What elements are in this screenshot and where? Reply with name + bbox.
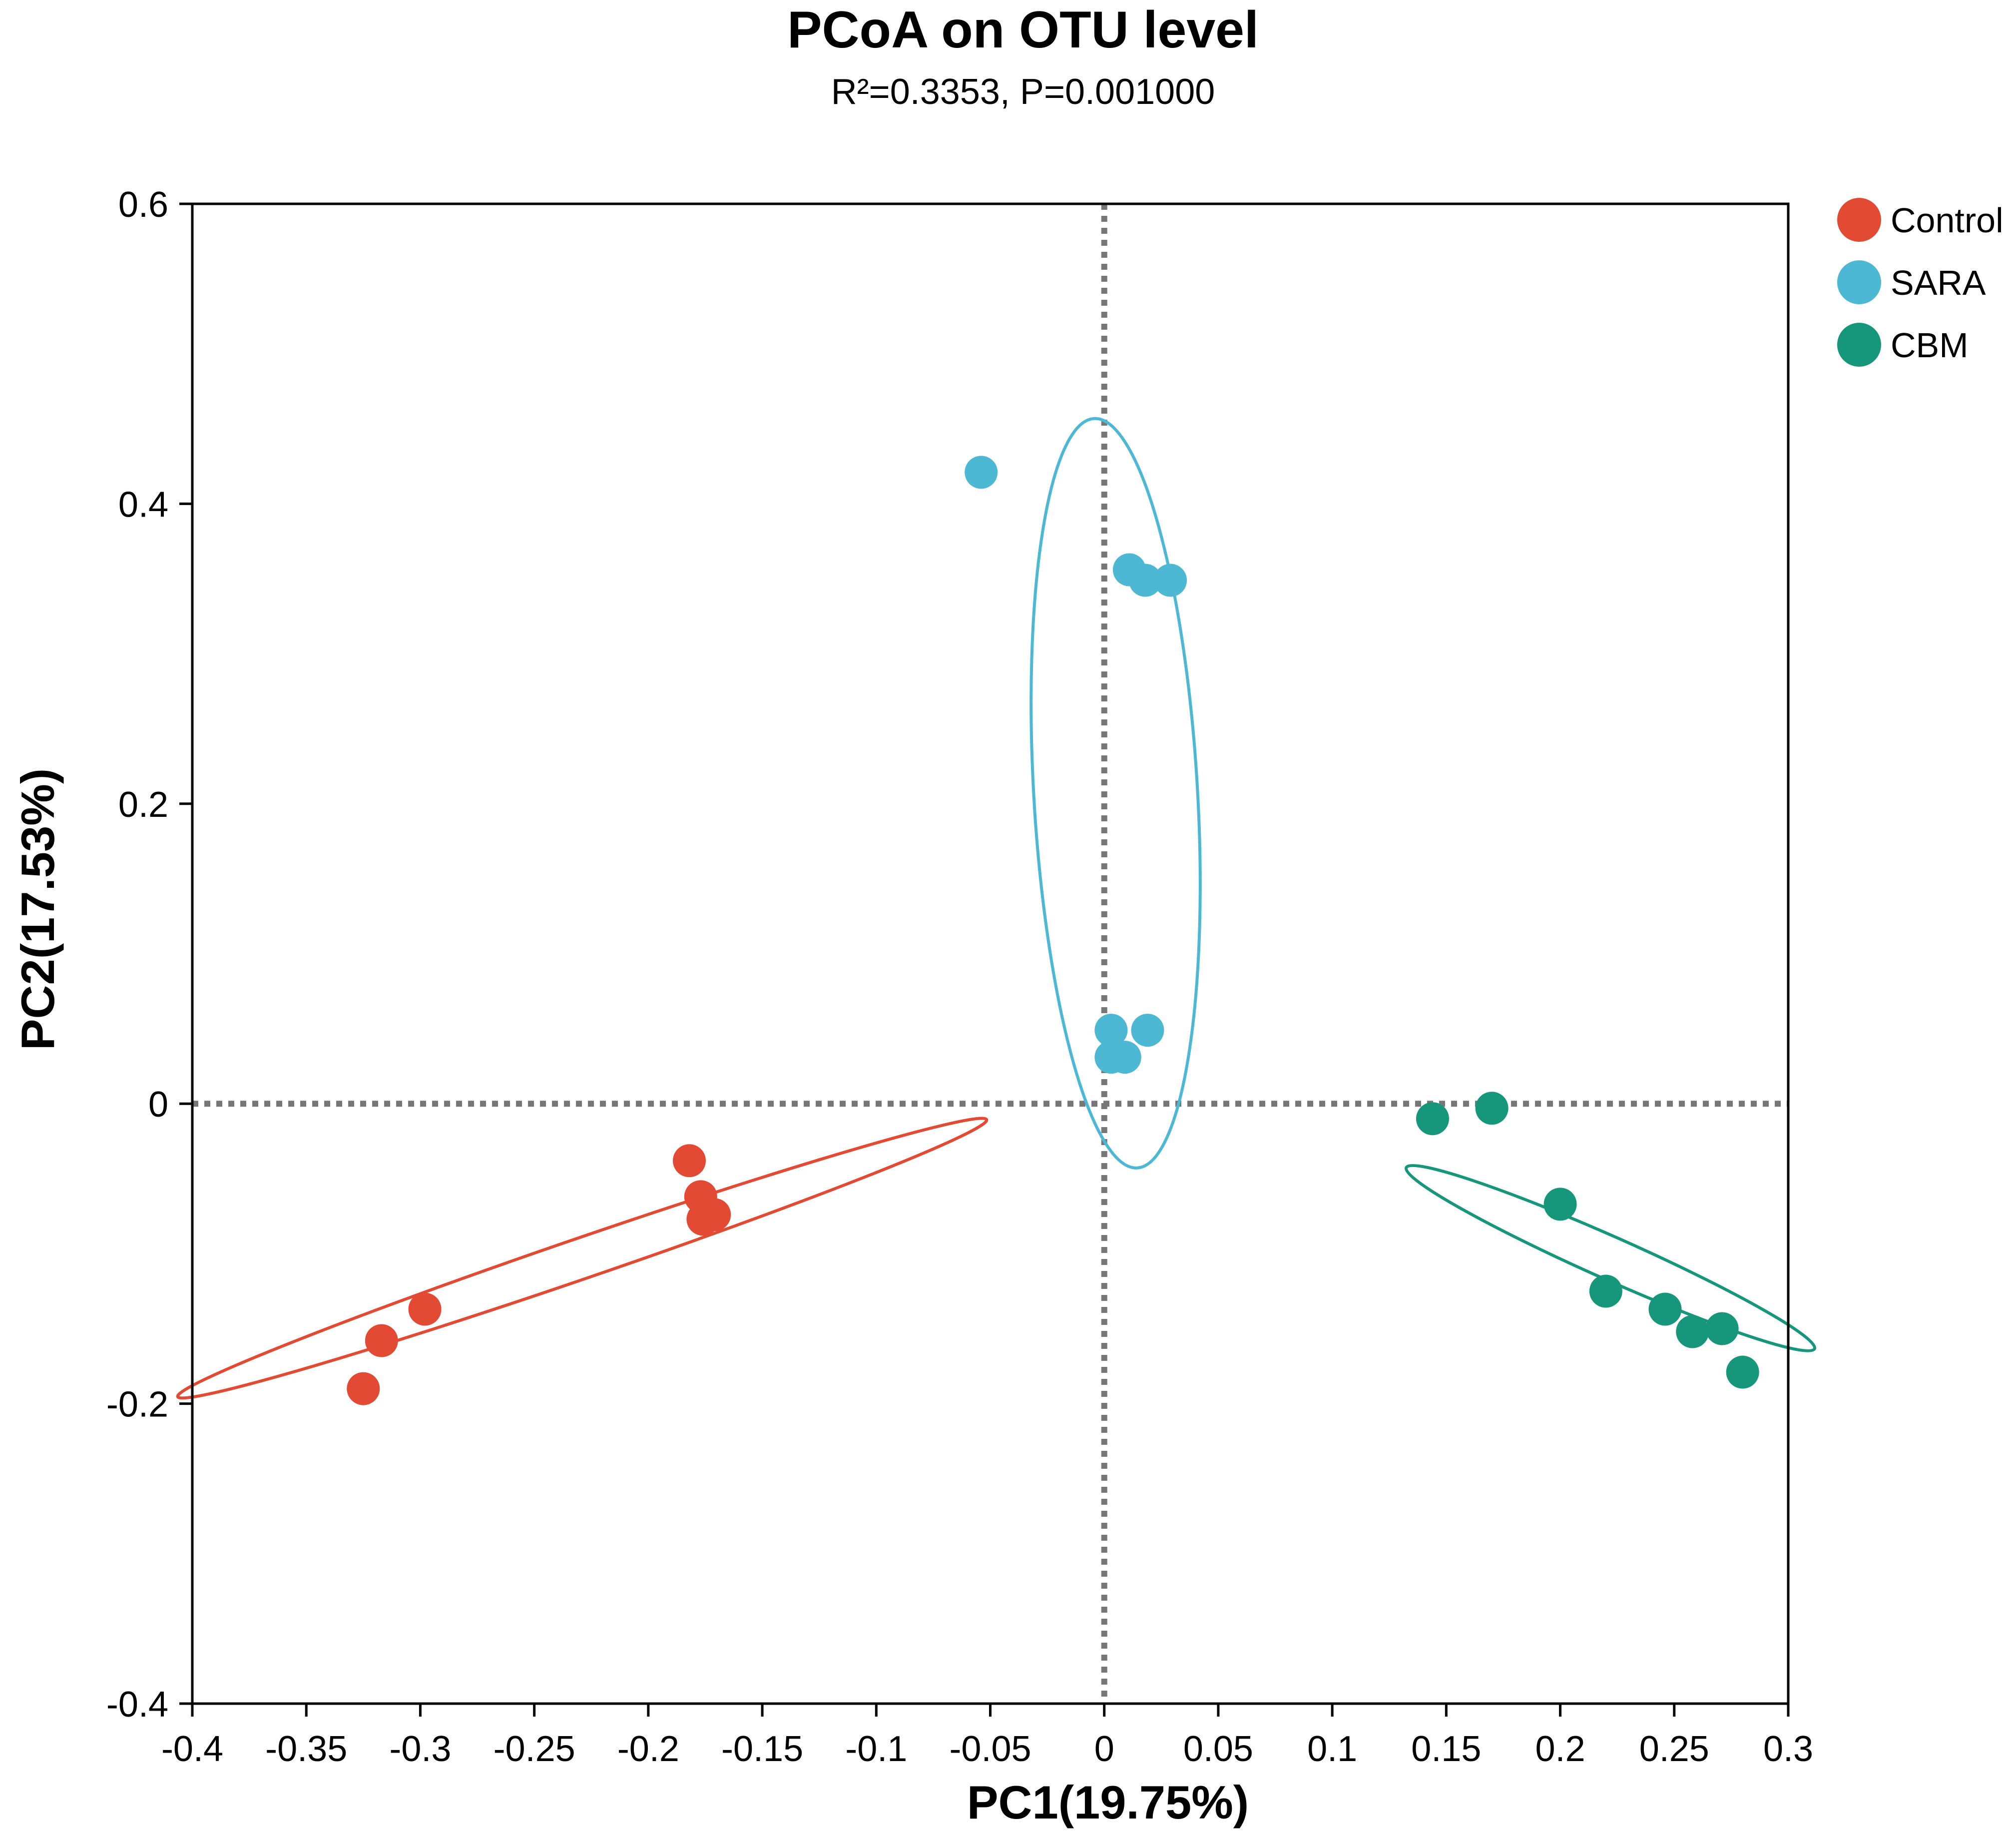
x-axis-title: PC1(19.75%) (967, 1776, 1249, 1829)
x-axis: -0.4 -0.35 -0.3 -0.25 -0.2 -0.15 -0.1 -0.05 0 0.0… (161, 1704, 1813, 1769)
x-tick-label: 0.15 (1411, 1729, 1481, 1769)
x-tick-label: -0.2 (617, 1729, 679, 1769)
point-sara (1128, 564, 1162, 597)
x-tick-label: -0.15 (721, 1729, 803, 1769)
point-cbm (1475, 1092, 1509, 1125)
plot-frame (191, 202, 1790, 1705)
legend-marker-control (1837, 198, 1881, 242)
ellipse-cbm (1404, 1164, 1817, 1352)
y-tick-label: 0.4 (118, 485, 168, 525)
x-tick-label: 0.25 (1639, 1729, 1709, 1769)
y-axis: -0.4 -0.2 0 0.2 0.4 0.6 (106, 185, 192, 1725)
y-tick-label: 0.6 (118, 185, 168, 225)
point-control (347, 1372, 380, 1405)
x-tick-label: 0.05 (1183, 1729, 1253, 1769)
point-sara (1108, 1041, 1141, 1074)
legend: Control SARA CBM (1837, 198, 2004, 367)
point-sara (965, 456, 998, 489)
point-sara (1094, 1014, 1128, 1047)
legend-label-sara: SARA (1891, 263, 1986, 302)
y-tick-label: -0.2 (106, 1385, 168, 1425)
x-tick-label: -0.35 (265, 1729, 347, 1769)
group-ellipses (176, 417, 1817, 1400)
point-cbm (1726, 1355, 1759, 1389)
ellipse-control (176, 1117, 989, 1400)
point-cbm (1705, 1312, 1739, 1345)
x-tick-label: -0.4 (161, 1729, 223, 1769)
reference-lines (192, 204, 1788, 1704)
point-cbm (1543, 1188, 1577, 1221)
x-tick-label: -0.1 (845, 1729, 907, 1769)
x-tick-label: 0.2 (1535, 1729, 1585, 1769)
point-control (686, 1203, 720, 1236)
y-tick-label: -0.4 (106, 1685, 168, 1725)
x-tick-label: 0 (1094, 1729, 1114, 1769)
x-tick-label: -0.3 (389, 1729, 451, 1769)
legend-label-cbm: CBM (1891, 326, 1969, 365)
point-cbm (1416, 1102, 1449, 1136)
point-cbm (1676, 1315, 1709, 1348)
point-cbm (1589, 1274, 1622, 1308)
x-tick-label: -0.05 (949, 1729, 1031, 1769)
x-tick-label: 0.1 (1307, 1729, 1357, 1769)
point-cbm (1648, 1292, 1682, 1326)
point-control (408, 1292, 442, 1326)
x-tick-label: -0.25 (494, 1729, 575, 1769)
ellipse-sara (1029, 417, 1202, 1170)
point-control (673, 1144, 706, 1178)
legend-marker-sara (1837, 260, 1881, 304)
chart-title: PCoA on OTU level (787, 1, 1259, 59)
y-tick-label: 0 (148, 1085, 168, 1125)
x-tick-label: 0.3 (1763, 1729, 1813, 1769)
point-control (365, 1324, 398, 1357)
data-points (347, 456, 1759, 1405)
y-tick-label: 0.2 (118, 785, 168, 825)
y-axis-title: PC2(17.53%) (11, 768, 64, 1050)
chart-subtitle: R²=0.3353, P=0.001000 (831, 72, 1215, 112)
point-sara (1131, 1014, 1164, 1047)
legend-label-control: Control (1891, 201, 2004, 240)
point-sara (1154, 564, 1187, 597)
legend-marker-cbm (1837, 323, 1881, 367)
